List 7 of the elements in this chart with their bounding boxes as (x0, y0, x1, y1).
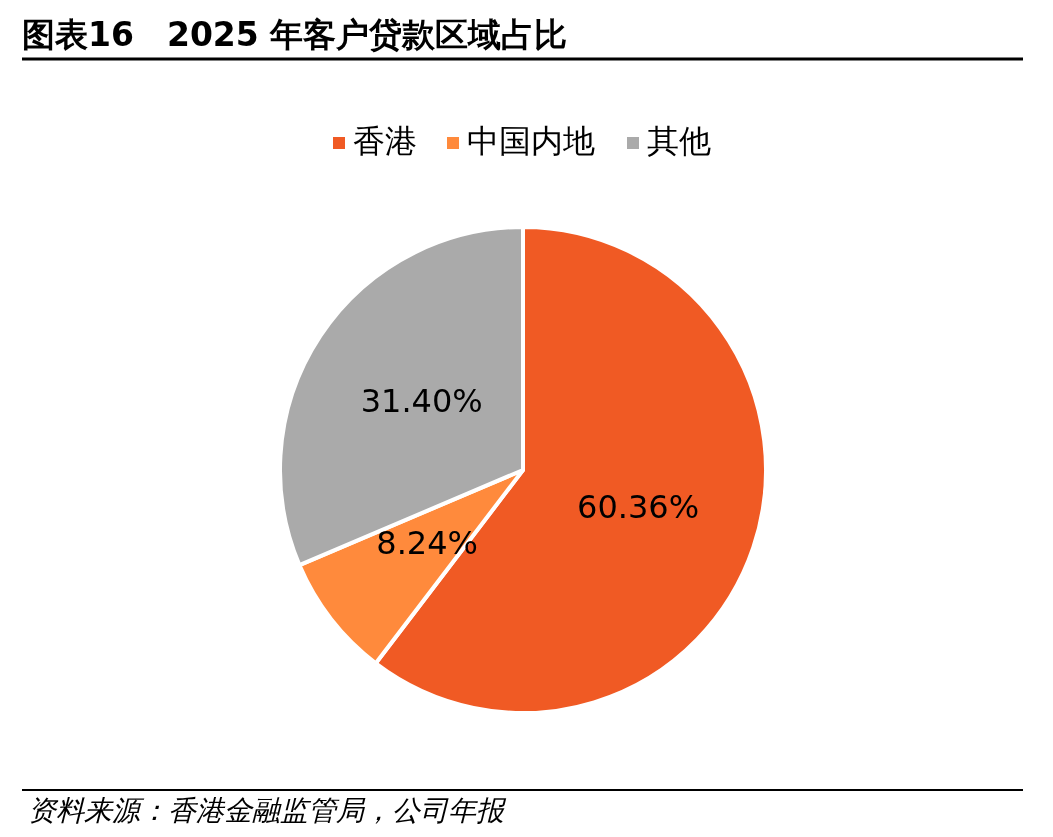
chart-title: 图表16 2025 年客户贷款区域占比 (22, 15, 568, 54)
text: 资料来源：香港金融监管局，公司年报 (28, 794, 507, 827)
data-label: 31.40% (360, 381, 483, 420)
data-label: 60.36% (577, 487, 700, 526)
legend-label: 中国内地 (467, 122, 595, 160)
legend-label: 香港 (353, 122, 417, 160)
legend-label: 其他 (647, 122, 711, 160)
